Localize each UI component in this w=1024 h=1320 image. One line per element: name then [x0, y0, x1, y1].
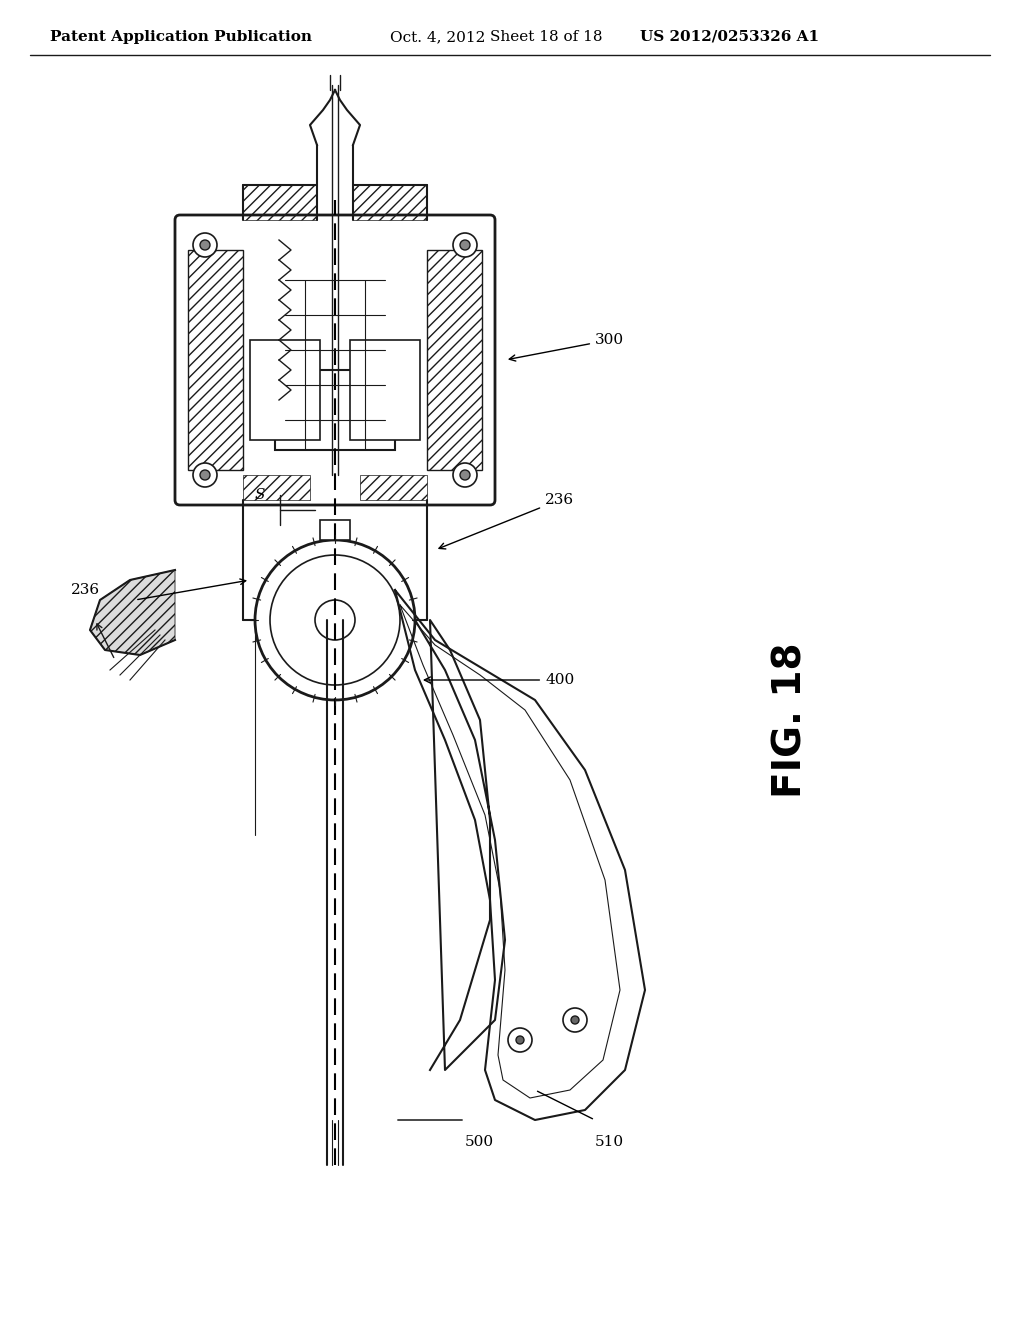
Circle shape [563, 1008, 587, 1032]
Bar [319, 520, 350, 540]
Circle shape [508, 1028, 532, 1052]
Polygon shape [90, 570, 175, 655]
Circle shape [516, 1036, 524, 1044]
Bar [250, 341, 319, 440]
Text: US 2012/0253326 A1: US 2012/0253326 A1 [640, 30, 819, 44]
Circle shape [200, 240, 210, 249]
Text: 500: 500 [465, 1135, 495, 1148]
Text: Sheet 18 of 18: Sheet 18 of 18 [490, 30, 602, 44]
Bar [353, 185, 427, 220]
Bar [350, 341, 420, 440]
Bar [360, 475, 427, 500]
Bar [243, 185, 317, 220]
Circle shape [460, 470, 470, 480]
Text: 400: 400 [424, 673, 574, 686]
Text: Oct. 4, 2012: Oct. 4, 2012 [390, 30, 485, 44]
Text: S: S [255, 488, 265, 502]
Text: 300: 300 [509, 333, 624, 362]
Circle shape [270, 554, 400, 685]
Circle shape [255, 540, 415, 700]
Bar [427, 249, 482, 470]
Circle shape [193, 234, 217, 257]
Circle shape [453, 234, 477, 257]
Text: 236: 236 [439, 492, 574, 549]
Bar [188, 249, 243, 470]
Text: Patent Application Publication: Patent Application Publication [50, 30, 312, 44]
Circle shape [315, 601, 355, 640]
Text: 236: 236 [71, 583, 100, 597]
Bar [243, 475, 310, 500]
Circle shape [193, 463, 217, 487]
Circle shape [200, 470, 210, 480]
Circle shape [460, 240, 470, 249]
Circle shape [453, 463, 477, 487]
FancyBboxPatch shape [175, 215, 495, 506]
Text: FIG. 18: FIG. 18 [771, 643, 809, 797]
Bar [275, 370, 395, 450]
Circle shape [571, 1016, 579, 1024]
Text: 510: 510 [595, 1135, 624, 1148]
